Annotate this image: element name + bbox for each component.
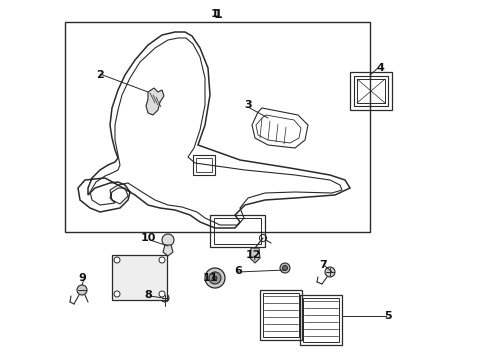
Text: 1: 1 — [211, 9, 219, 19]
Text: 1: 1 — [213, 8, 222, 21]
Polygon shape — [163, 245, 173, 256]
Circle shape — [280, 263, 290, 273]
Bar — [357, 79, 385, 103]
Circle shape — [159, 257, 165, 263]
Text: 10: 10 — [140, 233, 156, 243]
Bar — [303, 298, 339, 342]
Bar — [350, 72, 392, 110]
Text: 5: 5 — [384, 311, 392, 321]
Bar — [260, 290, 302, 340]
Circle shape — [114, 291, 120, 297]
Circle shape — [213, 276, 217, 280]
Text: 8: 8 — [144, 290, 152, 300]
Bar — [196, 158, 212, 172]
Text: 9: 9 — [78, 273, 86, 283]
Circle shape — [162, 234, 174, 246]
Bar — [193, 155, 215, 175]
Text: 12: 12 — [245, 250, 261, 260]
Text: 3: 3 — [244, 100, 252, 110]
Circle shape — [209, 272, 221, 284]
Text: 11: 11 — [202, 273, 218, 283]
Circle shape — [325, 267, 335, 277]
Bar — [354, 76, 388, 106]
Polygon shape — [250, 248, 260, 263]
Text: 6: 6 — [234, 266, 242, 276]
Bar — [300, 295, 342, 345]
Text: 2: 2 — [96, 70, 104, 80]
Circle shape — [114, 257, 120, 263]
Circle shape — [77, 285, 87, 295]
Polygon shape — [146, 88, 164, 115]
Bar — [214, 218, 261, 244]
Text: 7: 7 — [319, 260, 327, 270]
Circle shape — [283, 266, 288, 270]
Circle shape — [159, 291, 165, 297]
Bar — [263, 293, 299, 337]
Bar — [210, 215, 265, 247]
Text: 4: 4 — [376, 63, 384, 73]
Circle shape — [161, 294, 169, 302]
Bar — [112, 255, 167, 300]
Bar — [65, 22, 370, 232]
Circle shape — [205, 268, 225, 288]
